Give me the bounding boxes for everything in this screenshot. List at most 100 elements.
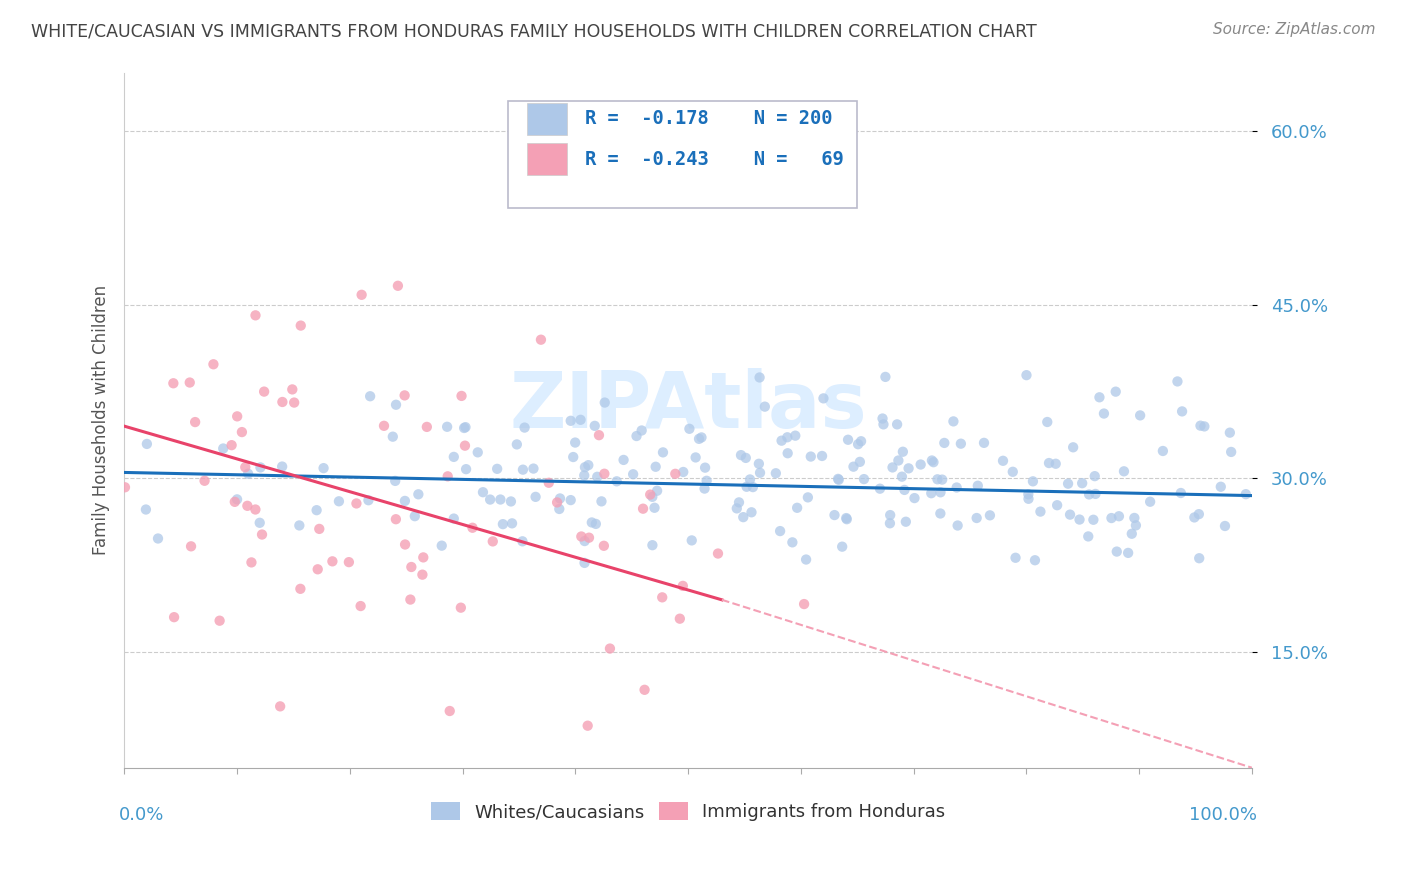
Point (381, 430, 404, 444)
Point (749, 466, 772, 480)
Point (1105, 384, 1128, 399)
Point (163, 610, 186, 624)
Point (837, 433, 859, 447)
Point (560, 493, 582, 508)
Point (146, 532, 169, 546)
Point (849, 455, 872, 469)
Point (454, 420, 477, 434)
Point (591, 494, 613, 508)
Point (725, 501, 748, 516)
Point (453, 421, 475, 435)
Point (644, 459, 666, 474)
Point (1077, 529, 1099, 543)
Point (633, 682, 655, 697)
Point (1213, 519, 1236, 533)
Point (782, 535, 804, 549)
Point (748, 457, 770, 471)
Point (560, 414, 582, 428)
Point (271, 395, 294, 409)
Point (454, 462, 477, 476)
Point (1038, 456, 1060, 470)
Point (748, 370, 770, 384)
Point (1121, 526, 1143, 541)
Point (180, 539, 202, 553)
Point (179, 376, 201, 390)
Point (394, 537, 416, 551)
Point (872, 411, 894, 425)
Point (373, 418, 395, 433)
Legend: Whites/Caucasians, Immigrants from Honduras: Whites/Caucasians, Immigrants from Hondu… (430, 802, 945, 822)
Point (467, 445, 489, 459)
Point (1188, 507, 1211, 521)
Point (681, 533, 703, 548)
Point (271, 459, 294, 474)
Point (626, 429, 648, 443)
Point (501, 516, 523, 531)
Point (231, 425, 253, 439)
Point (537, 475, 560, 490)
Point (288, 518, 311, 533)
Point (669, 612, 692, 626)
Text: Source: ZipAtlas.com: Source: ZipAtlas.com (1212, 22, 1375, 37)
Point (479, 492, 502, 507)
Point (1170, 486, 1192, 500)
Point (991, 454, 1014, 468)
Point (1166, 375, 1188, 389)
Point (236, 467, 259, 481)
Point (879, 516, 901, 531)
Point (730, 448, 752, 462)
Point (793, 597, 815, 611)
Point (1219, 425, 1241, 440)
Point (436, 419, 458, 434)
FancyBboxPatch shape (527, 143, 568, 175)
Point (645, 483, 668, 498)
Point (522, 461, 544, 475)
Point (693, 482, 716, 496)
Point (221, 438, 243, 452)
Point (945, 481, 967, 495)
Point (394, 388, 416, 402)
Point (524, 490, 547, 504)
Text: WHITE/CAUCASIAN VS IMMIGRANTS FROM HONDURAS FAMILY HOUSEHOLDS WITH CHILDREN CORR: WHITE/CAUCASIAN VS IMMIGRANTS FROM HONDU… (31, 22, 1036, 40)
Point (734, 450, 756, 465)
Point (920, 486, 942, 500)
Point (664, 467, 686, 481)
Point (307, 562, 329, 576)
Point (894, 515, 917, 529)
Point (486, 462, 509, 476)
Point (1188, 551, 1211, 566)
Point (385, 512, 408, 526)
Point (929, 485, 952, 500)
Point (897, 461, 920, 475)
Point (290, 318, 312, 333)
Point (1017, 491, 1039, 506)
Point (359, 389, 381, 403)
Point (688, 432, 710, 446)
Point (236, 499, 259, 513)
Point (412, 550, 434, 565)
Point (443, 450, 465, 464)
Point (621, 467, 644, 482)
Point (842, 459, 865, 474)
Point (308, 522, 330, 536)
Point (1001, 465, 1024, 479)
Point (1139, 494, 1161, 508)
Point (1071, 476, 1094, 491)
Point (979, 508, 1001, 523)
Point (835, 512, 858, 526)
Point (454, 439, 477, 453)
Point (690, 430, 713, 444)
Point (346, 496, 368, 510)
Point (1084, 487, 1107, 501)
Point (738, 472, 761, 486)
Point (1036, 415, 1059, 429)
Text: R =  -0.178    N = 200: R = -0.178 N = 200 (585, 110, 832, 128)
Point (672, 465, 695, 479)
Point (886, 417, 908, 432)
Point (240, 555, 263, 569)
Point (512, 463, 534, 477)
Point (1078, 487, 1101, 501)
Point (481, 534, 503, 549)
Point (630, 424, 652, 438)
Point (1057, 476, 1080, 491)
